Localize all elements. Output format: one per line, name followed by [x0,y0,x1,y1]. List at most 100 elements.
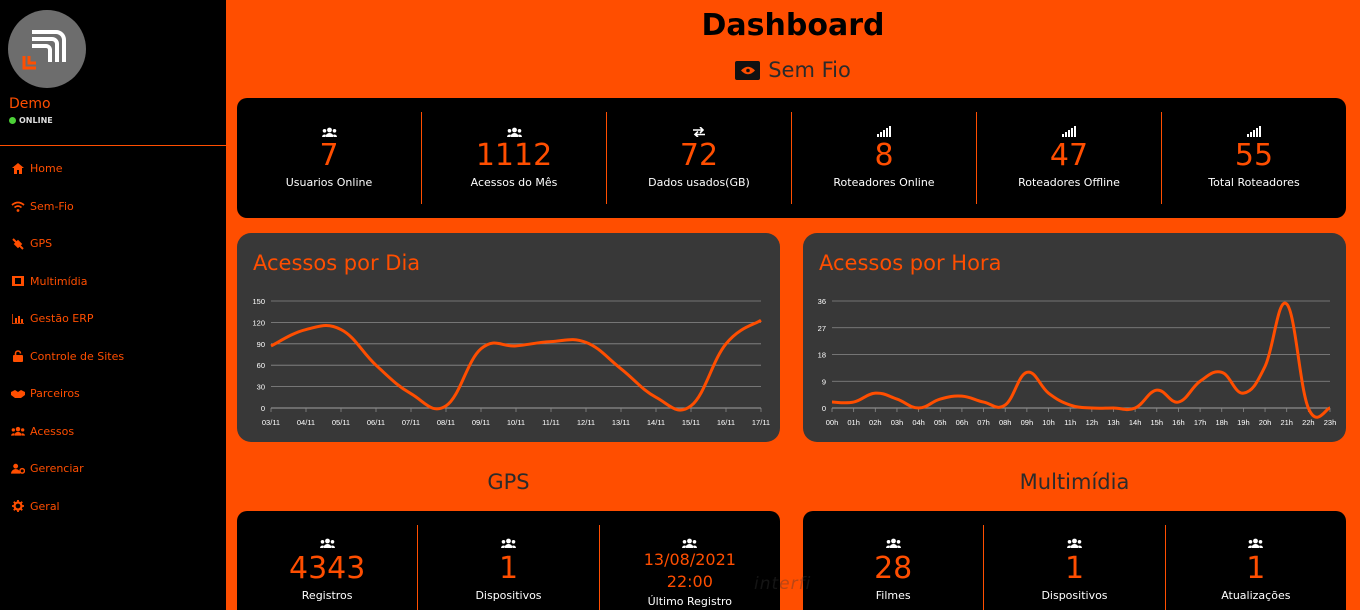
multimedia-stats-panel: 28 Filmes 1 Dispositivos 1 Atualizações [803,511,1346,610]
x-tick-label: 06h [956,418,969,427]
gear-icon [11,500,25,513]
stat-value: 1112 [475,138,553,173]
sidebar-item-label: GPS [30,237,53,251]
users-icon [1066,533,1082,548]
sidebar-item-multimidia[interactable]: Multimídia [0,263,226,301]
stat-value: 47 [1049,138,1089,173]
x-tick-label: 03/11 [262,418,280,427]
stat-value: 4343 [288,551,366,586]
stat-label: Último Registro [647,595,733,608]
y-tick-label: 27 [818,324,826,333]
x-tick-label: 10h [1042,418,1055,427]
x-tick-label: 20h [1259,418,1272,427]
stat-label: Roteadores Offline [1018,176,1120,189]
sidebar-item-label: Controle de Sites [30,349,125,363]
stat-dispositivos-multimidia: 1 Dispositivos [984,525,1166,610]
sidebar-item-label: Sem-Fio [30,199,74,213]
page-title: Dashboard [701,8,885,43]
signal-icon [877,122,891,137]
x-tick-label: 01h [847,418,860,427]
y-tick-label: 30 [257,383,265,392]
stat-roteadores-online: 8 Roteadores Online [792,112,977,204]
gps-stats-panel: 4343 Registros 1 Dispositivos 13/08/2021… [237,511,780,610]
stat-total-roteadores: 55 Total Roteadores [1162,112,1346,204]
lock-icon [11,350,25,363]
sidebar-nav: Home Sem-Fio GPS Multimídia Gestão ERP C… [0,150,226,525]
stat-acessos-mes: 1112 Acessos do Mês [422,112,607,204]
chart-plot-hora: 0 9 18 27 36 00h 01h 02h 03h 04h 05h 06h 07h 08h 09h 10… [818,297,1337,427]
x-tick-label: 08/11 [437,418,455,427]
x-tick-label: 00h [826,418,839,427]
user-status-label: ONLINE [19,116,53,125]
stat-value: 1 [1246,551,1266,586]
x-tick-label: 19h [1237,418,1250,427]
y-tick-label: 0 [822,404,826,413]
x-tick-label: 22h [1302,418,1315,427]
x-tick-label: 23h [1324,418,1337,427]
x-tick-label: 05/11 [332,418,350,427]
x-tick-label: 14/11 [647,418,665,427]
stat-value: 1 [498,551,519,586]
stat-registros: 4343 Registros [237,525,419,610]
x-tick-label: 21h [1280,418,1293,427]
x-tick-label: 08h [999,418,1012,427]
sidebar-item-sem-fio[interactable]: Sem-Fio [0,188,226,226]
sidebar-item-geral[interactable]: Geral [0,488,226,526]
users-icon [506,122,522,137]
chart-bar-icon [11,313,25,325]
series-line [831,301,1331,419]
x-tick-label: 12/11 [577,418,595,427]
sidebar-item-gps[interactable]: GPS [0,225,226,263]
x-tick-label: 04/11 [297,418,315,427]
x-tick-label: 11h [1064,418,1076,427]
sidebar-item-gerenciar[interactable]: Gerenciar [0,450,226,488]
sidebar-item-home[interactable]: Home [0,150,226,188]
exchange-icon [693,122,705,138]
stat-value: 1 [1064,551,1085,586]
x-tick-label: 16/11 [717,418,735,427]
stat-label: Registros [301,589,353,602]
sidebar-item-gestao-erp[interactable]: Gestão ERP [0,300,226,338]
x-tick-label: 14h [1129,418,1142,427]
user-cog-icon [11,463,25,475]
x-tick-label: 18h [1215,418,1228,427]
section-heading-multimidia: Multimídia [1019,470,1130,494]
chart-acessos-por-dia: Acessos por Dia 0 30 60 90 120 150 03/11 04/11 0… [237,233,780,442]
x-tick-label: 17/11 [752,418,770,427]
x-tick-label: 06/11 [367,418,385,427]
sidebar-item-label: Multimídia [30,274,88,288]
stat-dispositivos-gps: 1 Dispositivos [418,525,600,610]
sidebar-item-label: Gestão ERP [30,312,94,326]
y-tick-label: 0 [261,404,265,413]
stat-value: 7 [319,138,339,173]
stat-label: Filmes [875,589,911,602]
home-icon [11,163,25,175]
handshake-icon [11,388,25,400]
sidebar-item-acessos[interactable]: Acessos [0,413,226,451]
x-tick-label: 17h [1194,418,1207,427]
sidebar-item-parceiros[interactable]: Parceiros [0,375,226,413]
users-icon [319,533,335,548]
x-tick-label: 16h [1172,418,1185,427]
x-tick-label: 13h [1107,418,1120,427]
stat-dados-usados: 72 Dados usados(GB) [607,112,792,204]
stat-time: 22:00 [666,572,713,591]
stat-label: Dados usados(GB) [648,176,750,189]
y-tick-label: 90 [257,340,265,349]
film-icon [11,275,25,287]
stat-label: Usuarios Online [285,176,373,189]
y-tick-label: 36 [818,297,826,306]
stat-label: Dispositivos [475,589,542,602]
x-tick-label: 12h [1086,418,1099,427]
wifi-icon [11,200,25,212]
eye-icon[interactable] [735,60,761,80]
sidebar-item-controle-de-sites[interactable]: Controle de Sites [0,338,226,376]
x-tick-label: 15h [1151,418,1164,427]
stat-value: 55 [1234,138,1274,173]
sidebar-item-label: Parceiros [30,387,80,401]
avatar[interactable] [8,10,86,88]
x-tick-label: 15/11 [682,418,700,427]
stat-label: Acessos do Mês [470,176,558,189]
section-subtitle: Sem Fio [226,58,1360,82]
section-heading-gps: GPS [487,470,530,494]
